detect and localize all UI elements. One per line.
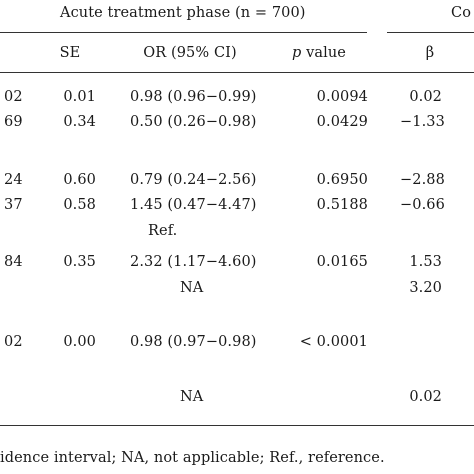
table-cell-se: 0.00	[63, 334, 96, 350]
table-cell-beta: 1.53	[409, 254, 442, 270]
table-cell-or-na: NA	[180, 389, 204, 405]
col-header-p-value: p value	[292, 44, 346, 62]
table-cell-se: 0.34	[63, 114, 96, 130]
table-cell-se: 0.35	[63, 254, 96, 270]
table-footnote: idence interval; NA, not applicable; Ref…	[0, 450, 385, 466]
table-cell-or: 0.98 (0.97−0.98)	[130, 334, 257, 350]
col-header-se: SE	[59, 45, 81, 61]
table-cell-or: 0.98 (0.96−0.99)	[130, 89, 257, 105]
group-header-continuation: Co	[451, 5, 472, 21]
table-cell-se: 0.60	[63, 172, 96, 188]
table-bottom-rule	[0, 425, 474, 426]
table-cell-estimate: 37	[4, 197, 23, 213]
group-header-acute: Acute treatment phase (n = 700)	[60, 5, 306, 21]
table-cell-beta: −0.66	[400, 197, 445, 213]
table-cell-beta: −1.33	[400, 114, 445, 130]
col-header-beta: β	[425, 45, 435, 61]
table-cell-p: 0.0429	[316, 114, 368, 130]
table-cell-beta: 3.20	[409, 280, 442, 296]
table-cell-or-ref: Ref.	[148, 223, 178, 239]
p-italic: p	[292, 45, 302, 61]
table-cell-or: 0.50 (0.26−0.98)	[130, 114, 257, 130]
table-cell-estimate: 02	[4, 89, 23, 105]
table-cell-beta: −2.88	[400, 172, 445, 188]
column-header-rule	[0, 72, 474, 73]
table-cell-p: 0.5188	[316, 197, 368, 213]
table-cell-beta: 0.02	[409, 389, 442, 405]
table-cell-or: 2.32 (1.17−4.60)	[130, 254, 257, 270]
col-header-or: OR (95% CI)	[143, 45, 237, 61]
table-cell-p: 0.6950	[316, 172, 368, 188]
group-header-rule-right	[387, 32, 474, 33]
table-cell-or-na: NA	[180, 280, 204, 296]
table-cell-estimate: 24	[4, 172, 23, 188]
table-cell-p: 0.0094	[316, 89, 368, 105]
table-cell-se: 0.01	[63, 89, 96, 105]
table-cell-p: 0.0165	[316, 254, 368, 270]
table-cell-se: 0.58	[63, 197, 96, 213]
p-rest: value	[301, 45, 346, 61]
table-cell-or: 1.45 (0.47−4.47)	[130, 197, 257, 213]
group-header-rule-left	[0, 32, 367, 33]
table-cell-p: < 0.0001	[299, 334, 368, 350]
table-cell-or: 0.79 (0.24−2.56)	[130, 172, 257, 188]
table-cell-beta: 0.02	[409, 89, 442, 105]
table-cell-estimate: 84	[4, 254, 23, 270]
table-cell-estimate: 69	[4, 114, 23, 130]
table-cell-estimate: 02	[4, 334, 23, 350]
